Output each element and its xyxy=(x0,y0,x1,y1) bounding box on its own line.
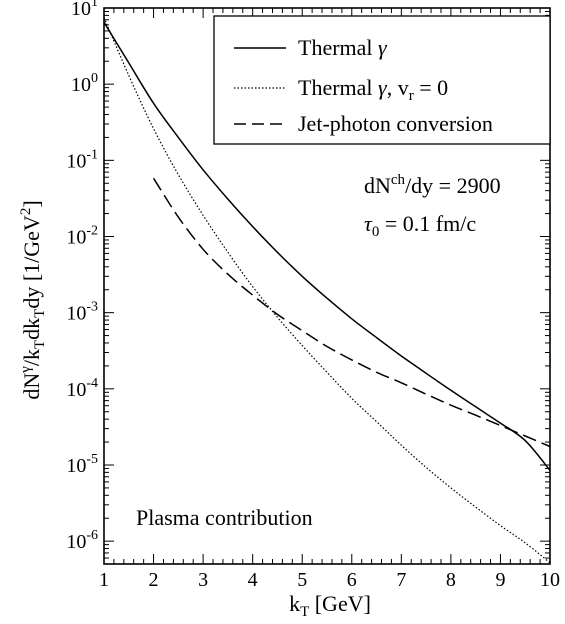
y-label-part: dN xyxy=(19,373,44,400)
legend-label-thermal: Thermal γ xyxy=(298,35,388,60)
y-tick-label-base: 10 xyxy=(66,303,86,325)
y-tick-label-exponent: 0 xyxy=(91,71,98,86)
x-tick-label: 4 xyxy=(248,569,258,591)
y-tick-label-exponent: -5 xyxy=(86,452,98,467)
y-tick-label-base: 10 xyxy=(71,74,91,96)
legend-label-jet: Jet-photon conversion xyxy=(298,111,493,136)
annotation-plasma: Plasma contribution xyxy=(136,505,313,530)
x-axis-label-main: k xyxy=(289,591,300,616)
annotation-sup: ch xyxy=(391,172,406,188)
legend-text-italic: γ xyxy=(378,75,388,100)
y-tick-label: 10-3 xyxy=(66,300,98,325)
y-tick-label: 10-4 xyxy=(66,376,98,401)
x-axis-label: kT [GeV] xyxy=(289,591,371,620)
annotation-text: = 0.1 fm/c xyxy=(379,211,476,236)
annotation-tau: τ0 = 0.1 fm/c xyxy=(364,211,476,240)
y-tick-label-exponent: 1 xyxy=(91,0,98,10)
x-tick-label: 8 xyxy=(446,569,456,591)
y-tick-label: 10-5 xyxy=(66,452,98,477)
legend-text: Thermal xyxy=(298,35,378,60)
y-tick-label-exponent: -1 xyxy=(86,147,98,162)
y-tick-label-base: 10 xyxy=(66,379,86,401)
legend-text: = 0 xyxy=(414,75,448,100)
y-tick-label: 100 xyxy=(71,71,98,96)
series-line-solid xyxy=(103,21,551,471)
y-tick-label-exponent: -3 xyxy=(86,300,98,315)
y-tick-label: 101 xyxy=(71,0,98,20)
y-tick-label-exponent: -6 xyxy=(86,528,98,543)
annotation-text-italic: τ xyxy=(364,211,373,236)
x-tick-label: 2 xyxy=(149,569,159,591)
y-tick-label-exponent: -2 xyxy=(86,223,98,238)
y-tick-label: 10-6 xyxy=(66,528,98,553)
legend-text-sub: r xyxy=(409,88,414,104)
x-tick-label: 3 xyxy=(198,569,208,591)
x-axis-label-rest: [GeV] xyxy=(309,591,371,616)
legend-text: Thermal xyxy=(298,75,378,100)
y-tick-label: 10-2 xyxy=(66,223,98,248)
series-line-dashed xyxy=(152,177,551,448)
y-label-sup: γ xyxy=(18,366,34,374)
y-label-part: dy [1/GeV xyxy=(19,215,44,309)
y-label-sub: T xyxy=(32,309,48,318)
x-tick-label: 5 xyxy=(297,569,307,591)
legend-text: , v xyxy=(387,75,409,100)
y-label-part: ] xyxy=(19,200,44,207)
annotation-multiplicity: dNch/dy = 2900 xyxy=(364,172,501,198)
y-tick-label: 10-1 xyxy=(66,147,98,172)
tick-labels: 1 2 3 4 5 6 7 8 9 1010110010-110-210-310-410-510-… xyxy=(66,0,560,591)
y-tick-label-base: 10 xyxy=(66,531,86,553)
x-tick-label: 7 xyxy=(396,569,406,591)
y-axis-label: dNγ/kTdkTdy [1/GeV2] xyxy=(18,200,48,399)
y-tick-label-base: 10 xyxy=(66,226,86,248)
legend-box xyxy=(213,15,551,145)
annotation-text: dN xyxy=(364,173,391,198)
y-label-sup: 2 xyxy=(18,208,34,216)
annotation-text: /dy = 2900 xyxy=(405,173,501,198)
x-tick-label: 9 xyxy=(495,569,505,591)
legend-text-italic: γ xyxy=(378,35,388,60)
legend-label-thermal-vr0: Thermal γ, vr = 0 xyxy=(298,75,448,104)
y-label-part: /k xyxy=(19,349,44,366)
plot-frame xyxy=(103,7,551,565)
data-series xyxy=(103,17,551,564)
x-tick-label: 10 xyxy=(540,569,560,591)
x-tick-label: 1 xyxy=(99,569,109,591)
x-tick-label: 6 xyxy=(347,569,357,591)
y-tick-label-exponent: -4 xyxy=(86,376,98,391)
y-tick-label-base: 10 xyxy=(66,455,86,477)
y-label-sub: T xyxy=(32,340,48,349)
legend: Thermal γ Thermal γ, vr = 0 Jet-photon c… xyxy=(213,15,551,145)
y-label-part: dk xyxy=(19,318,44,340)
y-tick-label-base: 10 xyxy=(71,0,91,20)
y-tick-label-base: 10 xyxy=(66,150,86,172)
annotation-sub: 0 xyxy=(372,224,380,240)
x-axis-label-sub: T xyxy=(300,604,309,620)
